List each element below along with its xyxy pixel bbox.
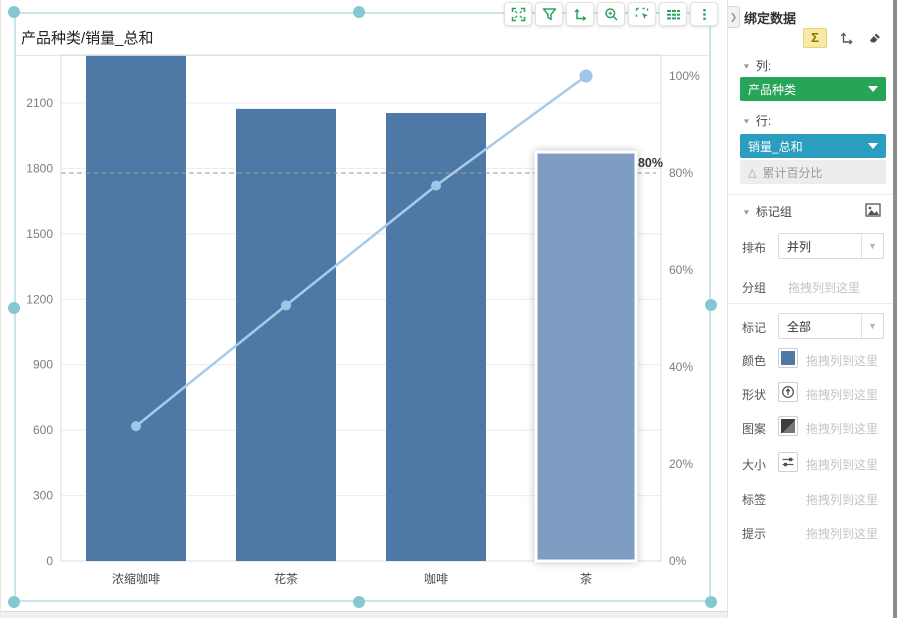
chart-title: 产品种类/销量_总和 <box>21 30 154 47</box>
svg-text:1500: 1500 <box>26 227 53 241</box>
resize-handle-bottom-left[interactable] <box>8 596 20 608</box>
window-edge-strip <box>893 0 897 618</box>
columns-section-label[interactable]: ▼ 列: <box>742 59 772 73</box>
svg-text:花茶: 花茶 <box>274 571 298 586</box>
svg-text:0%: 0% <box>669 554 687 568</box>
resize-handle-bottom-right[interactable] <box>705 596 717 608</box>
pattern-swatch[interactable] <box>778 416 798 436</box>
transpose-icon[interactable] <box>839 30 855 46</box>
svg-text:浓缩咖啡: 浓缩咖啡 <box>112 571 160 586</box>
svg-text:300: 300 <box>33 489 53 503</box>
color-label: 颜色 <box>742 354 767 368</box>
shape-drop-zone[interactable]: 拖拽列到这里 <box>806 388 879 402</box>
color-swatch[interactable] <box>778 348 798 368</box>
delta-icon: △ <box>748 166 757 179</box>
svg-text:80%: 80% <box>638 156 663 170</box>
svg-text:0: 0 <box>46 554 53 568</box>
pattern-label: 图案 <box>742 422 767 436</box>
shape-label: 形状 <box>742 388 767 402</box>
svg-text:40%: 40% <box>669 360 693 374</box>
panel-title: 绑定数据 <box>744 11 797 26</box>
resize-handle-top-center[interactable] <box>353 6 365 18</box>
rows-section-label[interactable]: ▼ 行: <box>742 114 772 128</box>
chevron-down-icon: ▼ <box>742 61 751 70</box>
chevron-down-icon: ▼ <box>742 207 751 216</box>
resize-handle-top-left[interactable] <box>8 6 20 18</box>
svg-text:900: 900 <box>33 358 53 372</box>
pareto-chart[interactable]: 80% 0 300 600 900 1200 1500 1800 2100 0% 20% 40% 60%… <box>1 0 728 618</box>
arrange-select[interactable]: 并列 ▼ <box>778 233 884 259</box>
panel-icon-row: Σ <box>803 28 883 48</box>
dashboard-canvas: 产品种类/销量_总和 80% 0 300 600 900 1200 1500 1800 2100… <box>0 0 728 618</box>
size-slider-icon[interactable] <box>778 452 798 472</box>
expand-icon[interactable] <box>504 2 532 26</box>
shape-auto-icon[interactable] <box>778 382 798 402</box>
size-drop-zone[interactable]: 拖拽列到这里 <box>806 458 879 472</box>
cumulative-percent-item[interactable]: △ 累计百分比 <box>740 160 886 184</box>
sum-sigma-icon[interactable]: Σ <box>803 28 827 48</box>
chevron-down-icon: ▼ <box>861 234 883 258</box>
svg-text:20%: 20% <box>669 457 693 471</box>
more-icon[interactable] <box>690 2 718 26</box>
label-drop-zone[interactable]: 拖拽列到这里 <box>806 493 879 507</box>
svg-text:80%: 80% <box>669 166 693 180</box>
panel-collapse-icon[interactable]: ❯ <box>728 6 740 28</box>
label-label: 标签 <box>742 493 767 507</box>
filter-icon[interactable] <box>535 2 563 26</box>
mark-select[interactable]: 全部 ▼ <box>778 313 884 339</box>
svg-text:1200: 1200 <box>26 292 53 306</box>
pattern-drop-zone[interactable]: 拖拽列到这里 <box>806 422 879 436</box>
resize-handle-bottom-center[interactable] <box>353 596 365 608</box>
chevron-down-icon: ▼ <box>861 314 883 338</box>
svg-text:600: 600 <box>33 423 53 437</box>
svg-text:100%: 100% <box>669 69 700 83</box>
divider <box>728 303 894 304</box>
resize-handle-left-middle[interactable] <box>8 302 20 314</box>
group-drop-zone[interactable]: 拖拽列到这里 <box>788 281 861 295</box>
svg-text:茶: 茶 <box>580 571 592 586</box>
row-field-pill[interactable]: 销量_总和 <box>740 134 886 158</box>
dropdown-triangle-icon <box>868 86 878 92</box>
table-icon[interactable] <box>659 2 687 26</box>
binding-panel: ❯ 绑定数据 Σ ▼ 列: 产品种类 <box>727 0 894 618</box>
color-drop-zone[interactable]: 拖拽列到这里 <box>806 354 879 368</box>
size-label: 大小 <box>742 458 767 472</box>
svg-text:咖啡: 咖啡 <box>424 571 448 586</box>
tooltip-drop-zone[interactable]: 拖拽列到这里 <box>806 527 879 541</box>
mark-label: 标记 <box>742 321 767 335</box>
canvas-footer-strip <box>1 611 728 618</box>
group-label: 分组 <box>742 281 767 295</box>
eraser-icon[interactable] <box>867 30 883 46</box>
arrange-label: 排布 <box>742 241 767 255</box>
svg-text:1800: 1800 <box>26 161 53 175</box>
chart-toolbar <box>504 2 718 26</box>
tooltip-label: 提示 <box>742 527 767 541</box>
dropdown-triangle-icon <box>868 143 878 149</box>
resize-handle-right-middle[interactable] <box>705 299 717 311</box>
svg-text:60%: 60% <box>669 263 693 277</box>
svg-text:2100: 2100 <box>26 96 53 110</box>
swap-axis-icon[interactable] <box>566 2 594 26</box>
chevron-down-icon: ▼ <box>742 116 751 125</box>
select-region-icon[interactable] <box>628 2 656 26</box>
divider <box>728 194 894 195</box>
zoom-in-icon[interactable] <box>597 2 625 26</box>
marks-group-label[interactable]: ▼ 标记组 <box>742 205 792 219</box>
image-icon[interactable] <box>865 203 881 222</box>
column-field-pill[interactable]: 产品种类 <box>740 77 886 101</box>
